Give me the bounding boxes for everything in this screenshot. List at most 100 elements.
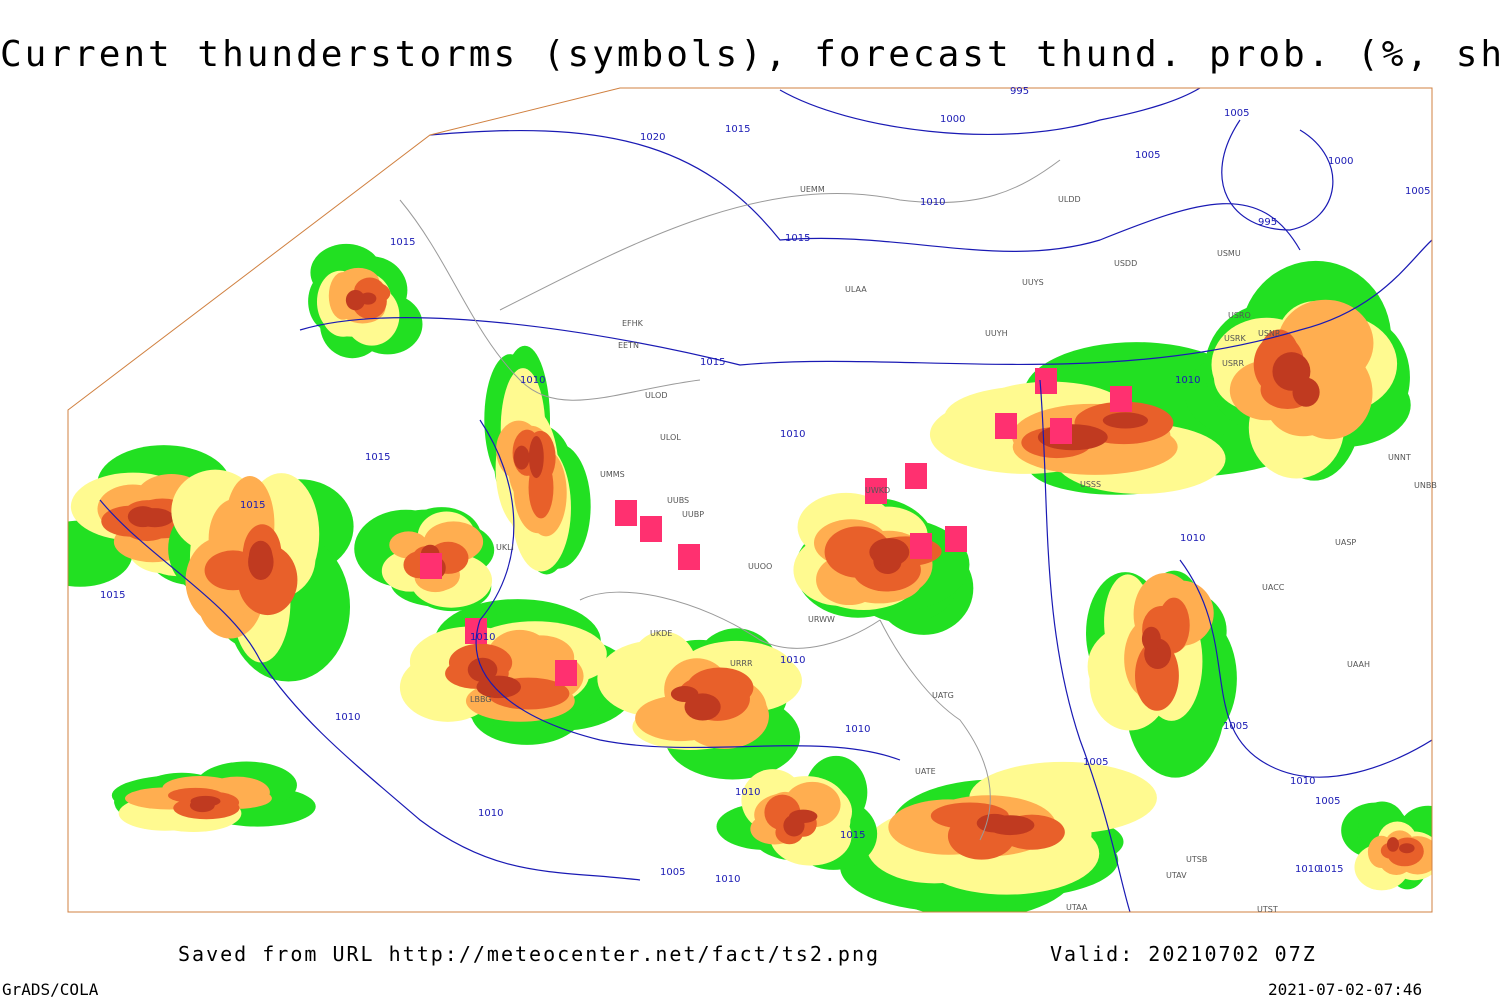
valid-time: Valid: 20210702 07Z	[1050, 942, 1317, 966]
isobar-label: 1015	[1318, 864, 1343, 875]
station-label: ULOD	[645, 391, 667, 400]
timestamp: 2021-07-02-07:46	[1268, 980, 1422, 999]
isobar-label: 1015	[840, 830, 865, 841]
isobar	[299, 239, 1432, 366]
station-label: UEMM	[800, 185, 825, 194]
isobar-label: 1010	[735, 787, 760, 798]
isobar-label: 1005	[1083, 757, 1108, 768]
isobar-label: 1005	[660, 867, 685, 878]
coastline	[579, 591, 881, 649]
shade-blob	[684, 693, 721, 721]
thunderstorm-symbol	[905, 463, 927, 489]
thunderstorm-symbol	[465, 618, 487, 644]
shade-blob	[248, 543, 274, 580]
station-label: UNBB	[1414, 481, 1437, 490]
station-label: EFHK	[622, 319, 644, 328]
isobars	[99, 88, 1432, 912]
isobar-label: 1010	[1175, 375, 1200, 386]
station-label: UTAA	[1066, 903, 1088, 912]
isobar-label: 1005	[1224, 108, 1249, 119]
thunderstorm-symbol	[1050, 418, 1072, 444]
shade-blob	[783, 814, 805, 837]
isobar	[99, 499, 641, 881]
shade-blob	[1141, 626, 1161, 652]
isobar-label: 1010	[1180, 533, 1205, 544]
isobar	[1221, 119, 1334, 231]
isobar-label: 1015	[725, 124, 750, 135]
station-label: UKLI	[496, 543, 514, 552]
thunderstorm-symbol	[615, 500, 637, 526]
station-label: UTST	[1257, 905, 1278, 914]
thunderstorm-symbol	[640, 516, 662, 542]
shade-blob	[1386, 837, 1400, 852]
station-label: USRK	[1224, 334, 1246, 343]
station-label: UWKD	[865, 486, 890, 495]
station-label: UKDE	[650, 629, 672, 638]
station-label: URWW	[808, 615, 835, 624]
thunderstorm-symbol	[865, 478, 887, 504]
isobar-label: 1000	[1328, 156, 1353, 167]
thunderstorm-symbol	[555, 660, 577, 686]
shade-blob	[528, 436, 544, 479]
isobar-label: 995	[1010, 86, 1029, 97]
thunderstorm-symbol	[1110, 386, 1132, 412]
station-label: USMU	[1217, 249, 1241, 258]
station-label: UATE	[915, 767, 936, 776]
station-label: UASP	[1335, 538, 1356, 547]
isobar-label: 1015	[700, 357, 725, 368]
station-label: UUOO	[748, 562, 772, 571]
thunderstorm-symbol	[1035, 368, 1057, 394]
isobar-label: 1010	[780, 429, 805, 440]
station-label: UNNT	[1388, 453, 1411, 462]
station-label: ULAA	[845, 285, 867, 294]
map-frame	[67, 87, 1433, 913]
isobar-label: 1010	[1295, 864, 1320, 875]
station-label: UUYS	[1022, 278, 1044, 287]
source-url: Saved from URL http://meteocenter.net/fa…	[178, 942, 880, 966]
station-label: UMMS	[600, 470, 625, 479]
station-label: UTAV	[1166, 871, 1187, 880]
isobar-label: 1005	[1405, 186, 1430, 197]
shade-blob	[976, 813, 1013, 833]
thunderstorm-symbol	[945, 526, 967, 552]
station-label: EETN	[618, 341, 639, 350]
software: GrADS/COLA	[2, 980, 99, 999]
shade-blob	[127, 506, 159, 528]
station-label: ULDD	[1058, 195, 1081, 204]
shade-blob	[1102, 412, 1149, 429]
station-label: UTSB	[1186, 855, 1207, 864]
isobar	[1039, 379, 1131, 912]
isobar-label: 1010	[780, 655, 805, 666]
shade-blob	[190, 795, 221, 807]
station-label: UAAH	[1347, 660, 1370, 669]
station-label: USRR	[1222, 359, 1244, 368]
thunderstorm-symbol	[995, 413, 1017, 439]
isobar-label: 1010	[520, 375, 545, 386]
isobar-label: 1005	[1315, 796, 1340, 807]
isobar-label: 995	[1258, 217, 1277, 228]
station-label: USSS	[1080, 480, 1101, 489]
station-label: URRR	[730, 659, 753, 668]
station-label: LBBG	[470, 695, 492, 704]
isobar-label: 1010	[335, 712, 360, 723]
coastline	[879, 619, 991, 841]
probability-shading	[68, 243, 1432, 912]
isobar	[1179, 559, 1432, 778]
coastline	[399, 199, 701, 401]
station-label: UUBS	[667, 496, 689, 505]
isobar-label: 1015	[365, 452, 390, 463]
map-labels: 1020101599510001005101010151000995100510…	[100, 86, 1437, 914]
isobar-label: 1000	[940, 114, 965, 125]
isobar	[779, 88, 1201, 136]
thunderstorm-symbol	[678, 544, 700, 570]
title: Current thunderstorms (symbols), forecas…	[0, 34, 1500, 75]
shade-blob	[869, 538, 910, 567]
shade-blob	[476, 675, 522, 699]
station-label: UATG	[932, 691, 954, 700]
isobar-label: 1015	[390, 237, 415, 248]
station-label: USDD	[1114, 259, 1137, 268]
station-label: USNR	[1258, 329, 1281, 338]
shade-blob	[345, 289, 366, 311]
